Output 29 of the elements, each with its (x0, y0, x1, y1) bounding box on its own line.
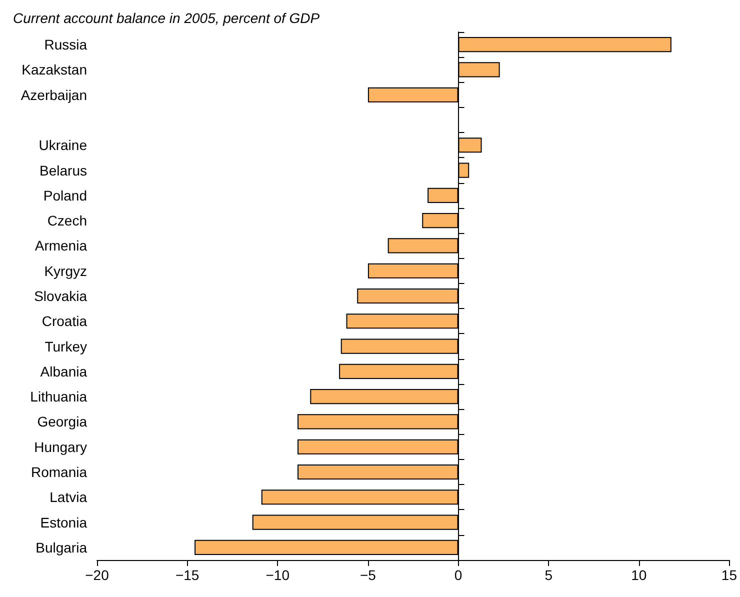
y-tick-label: Azerbaijan (20, 86, 87, 103)
y-tick-label: Albania (40, 363, 88, 380)
y-tick-label: Poland (43, 187, 87, 204)
y-tick-label: Czech (47, 212, 87, 229)
x-tick-label: −10 (266, 567, 290, 583)
y-tick-label: Hungary (34, 438, 87, 455)
y-tick-label: Kazakstan (22, 62, 87, 78)
y-tick-label: Belarus (40, 162, 87, 178)
y-tick-label: Turkey (44, 338, 87, 354)
y-tick-label: Russia (44, 36, 88, 53)
y-tick-label: Bulgaria (36, 539, 88, 556)
y-tick-label: Armenia (34, 238, 88, 254)
y-tick-label: Latvia (50, 489, 88, 506)
x-tick-label: 10 (631, 567, 647, 583)
y-tick-label: Georgia (37, 414, 88, 430)
x-tick-label: −20 (85, 567, 110, 583)
x-tick-label: −5 (360, 567, 376, 583)
x-tick-label: 0 (454, 567, 462, 583)
y-tick-label: Kyrgyz (44, 262, 87, 279)
x-tick-label: −15 (175, 567, 200, 583)
x-tick-label: 15 (721, 567, 738, 583)
chart-title: Current account balance in 2005, percent of GDP (13, 10, 320, 26)
y-tick-label: Lithuania (30, 388, 88, 405)
y-tick-label: Ukraine (38, 137, 88, 154)
y-tick-label: Romania (30, 464, 88, 480)
y-tick-label: Slovakia (34, 288, 88, 304)
x-tick-label: 5 (544, 567, 553, 583)
y-tick-label: Croatia (42, 313, 88, 330)
y-tick-label: Estonia (40, 514, 88, 530)
